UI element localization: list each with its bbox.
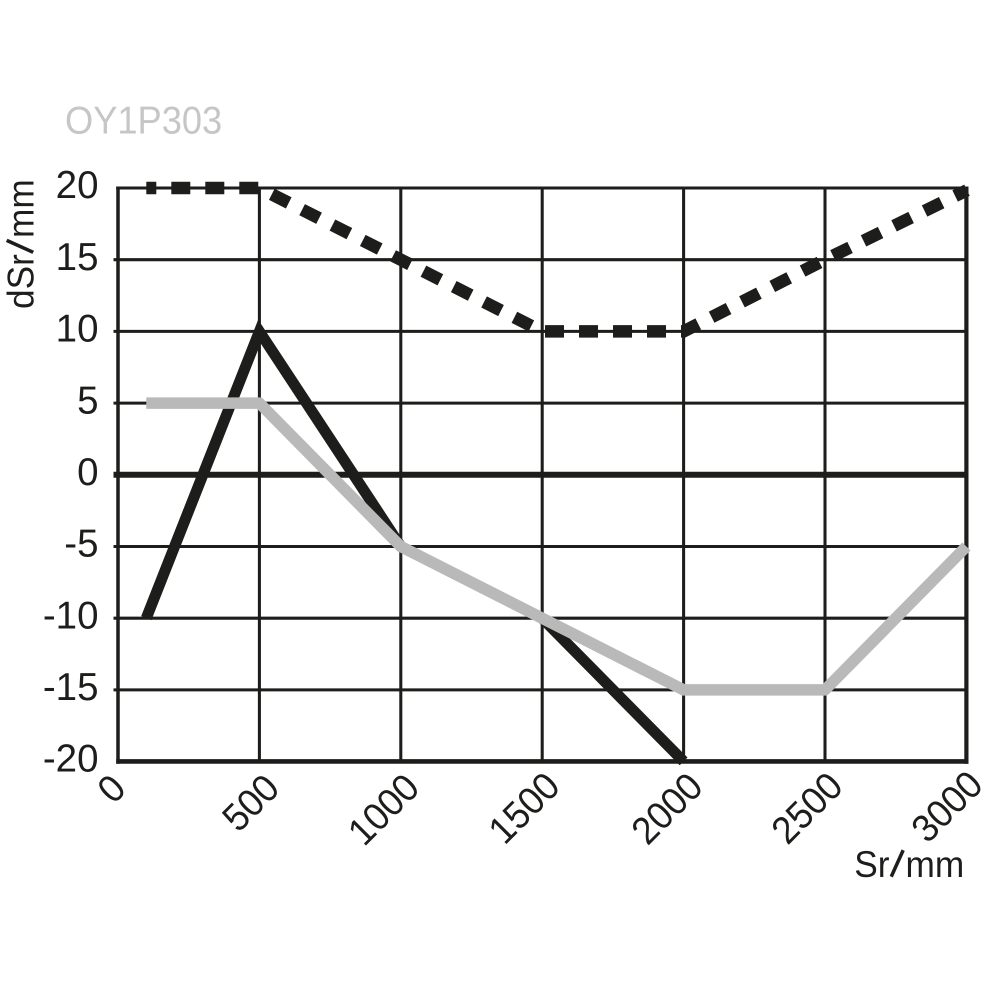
svg-text:20: 20 bbox=[56, 164, 99, 207]
svg-text:-10: -10 bbox=[43, 594, 99, 637]
svg-text:Sr: Sr bbox=[854, 843, 889, 885]
svg-text:dSr: dSr bbox=[0, 254, 42, 309]
svg-text:5: 5 bbox=[77, 379, 98, 422]
svg-text:-20: -20 bbox=[43, 738, 99, 781]
svg-text:-5: -5 bbox=[64, 523, 98, 566]
svg-text:0: 0 bbox=[77, 451, 98, 494]
svg-text:mm: mm bbox=[0, 179, 42, 238]
svg-text:OY1P303: OY1P303 bbox=[65, 98, 222, 141]
svg-text:15: 15 bbox=[56, 236, 99, 279]
svg-text:10: 10 bbox=[56, 308, 99, 351]
svg-text:mm: mm bbox=[906, 843, 965, 885]
svg-text:-15: -15 bbox=[43, 666, 99, 709]
